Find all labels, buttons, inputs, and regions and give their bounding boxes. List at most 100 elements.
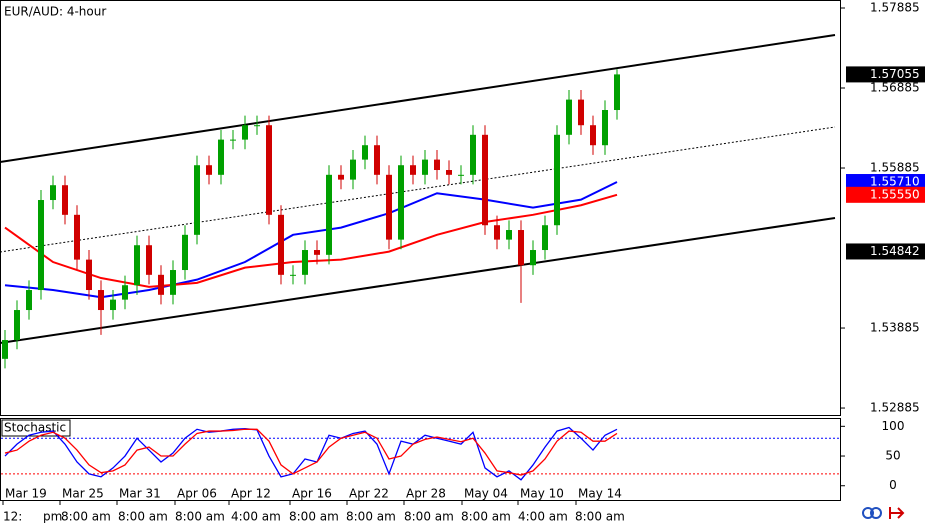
title-bg: [2, 2, 120, 20]
y-tick-label: 1.56885: [870, 81, 920, 95]
candle: [86, 250, 92, 300]
candle: [182, 225, 188, 280]
candle: [542, 215, 548, 260]
candle: [458, 165, 464, 185]
candle: [590, 115, 596, 155]
candle-body: [254, 125, 260, 127]
candle: [398, 155, 404, 250]
candle: [158, 265, 164, 305]
candle-body: [326, 174, 332, 255]
candle: [554, 125, 560, 235]
candle-body: [206, 165, 212, 175]
y-tick-label: 1.55885: [870, 161, 920, 175]
candle: [230, 130, 236, 150]
candle: [194, 155, 200, 245]
candle-body: [614, 74, 620, 111]
candle-body: [506, 230, 512, 240]
link-icon[interactable]: [862, 507, 874, 519]
x-tick-label-2: 4:00 am: [518, 510, 568, 524]
candle: [98, 280, 104, 335]
candle: [14, 300, 20, 350]
candle-body: [158, 274, 164, 295]
price-marker: [846, 186, 925, 203]
candle-body: [566, 99, 572, 135]
candle-body: [374, 145, 380, 175]
candle-body: [194, 165, 200, 235]
candle: [338, 165, 344, 190]
x-tick-label: Apr 12: [231, 487, 271, 501]
candle: [326, 165, 332, 265]
candle-body: [554, 134, 560, 226]
bottom-icons: [862, 507, 905, 519]
x-tick-label: Apr 16: [292, 487, 332, 501]
candle: [374, 135, 380, 185]
x-tick-label: Mar 25: [62, 487, 104, 501]
stochastic-panel-border: [0, 418, 841, 501]
moving-average: [4, 181, 618, 299]
candle: [74, 205, 80, 270]
candle-body: [494, 225, 500, 240]
candle: [506, 220, 512, 250]
y-tick-label: 100: [882, 419, 905, 433]
x-tick-label: Mar 31: [119, 487, 161, 501]
channel-middle: [0, 126, 836, 253]
candle: [146, 235, 152, 285]
price-marker-label: 1.55710: [870, 175, 920, 189]
x-tick-label: Mar 19: [5, 487, 47, 501]
candle-body: [146, 245, 152, 275]
candle-body: [398, 165, 404, 240]
x-tick-label-2: 12:: [3, 510, 22, 524]
price-marker-label: 1.54842: [870, 244, 920, 258]
candle-body: [14, 310, 20, 341]
y-tick-label: 1.53885: [870, 321, 920, 335]
candle-body: [242, 125, 248, 140]
x-tick-label-2: 8:00 am: [118, 510, 168, 524]
x-tick-label-2: 8:00 am: [461, 510, 511, 524]
channel-upper: [0, 34, 836, 163]
x-tick-label-2: 8:00 am: [404, 510, 454, 524]
stochastic-line: [4, 428, 618, 476]
candle: [422, 150, 428, 185]
candle-body: [266, 125, 272, 215]
candle-body: [482, 134, 488, 226]
candle-body: [170, 270, 176, 295]
candle-body: [446, 170, 452, 175]
price-marker: [846, 243, 925, 260]
candle-body: [230, 139, 236, 141]
x-tick-label: May 04: [464, 487, 508, 501]
x-tick-label: Apr 22: [349, 487, 389, 501]
candle-body: [218, 139, 224, 175]
candle-body: [338, 174, 344, 180]
x-tick-label-2: pm: [43, 510, 62, 524]
candle-body: [2, 340, 8, 359]
candle-body: [26, 290, 32, 311]
x-tick-label: May 10: [520, 487, 564, 501]
candle-body: [302, 250, 308, 275]
x-tick-label-2: 8:00 am: [61, 510, 111, 524]
x-tick-label-2: 8:00 am: [175, 510, 225, 524]
candle-body: [386, 174, 392, 240]
x-tick-label-2: 8:00 am: [575, 510, 625, 524]
candle: [134, 235, 140, 295]
candle: [494, 215, 500, 250]
y-tick-label: 50: [885, 449, 900, 463]
candle: [278, 205, 284, 285]
candle: [446, 160, 452, 185]
candle: [242, 115, 248, 150]
scroll-icon[interactable]: [889, 507, 905, 519]
candle: [50, 175, 56, 210]
candle-body: [314, 250, 320, 255]
price-marker-label: 1.55550: [870, 187, 920, 201]
candle: [266, 115, 272, 225]
candle: [122, 275, 128, 310]
candle-body: [422, 159, 428, 175]
candle: [434, 150, 440, 180]
candle-body: [122, 285, 128, 300]
y-tick-label: 0: [889, 478, 897, 492]
candle: [26, 280, 32, 320]
candle-body: [134, 245, 140, 286]
candle: [578, 90, 584, 135]
candle-body: [350, 159, 356, 180]
candle: [470, 125, 476, 185]
